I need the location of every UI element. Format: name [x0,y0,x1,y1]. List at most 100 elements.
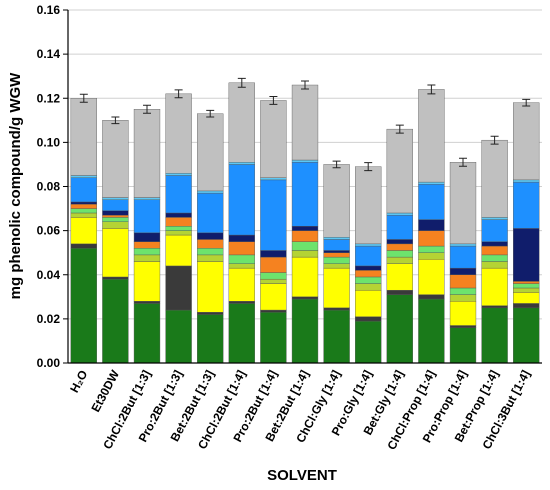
error-bar [364,162,373,172]
bar-segment [291,226,319,231]
bar-segment [291,159,319,163]
bar-segment [197,190,224,194]
bar-segment [165,309,192,364]
bar-segment [323,252,350,258]
error-bar [237,77,246,88]
bar-segment [102,197,129,200]
bar-segment [102,120,129,198]
bar-segment [449,294,477,302]
bar-segment [481,254,508,262]
bar-segment [513,307,540,364]
y-tick-label: 0.06 [37,224,61,238]
bar-segment [355,243,382,247]
y-tick-label: 0.14 [37,47,61,61]
y-tick-label: 0.08 [37,180,61,194]
bar-segment [386,263,413,291]
bar-segment [165,175,192,214]
bar-segment [133,241,161,249]
bar-segment [165,230,192,236]
bar-segment [197,232,224,240]
bar-segment [133,109,161,198]
bar-segment [197,248,224,256]
bar-segment [323,250,350,253]
bar-segment [355,270,382,278]
bar-segment [197,254,224,262]
bar-segment [70,177,97,203]
bar-segment [355,265,382,271]
bar-segment [70,248,97,364]
bar-segment [260,283,287,311]
bar-segment [481,245,508,256]
bar-segment [228,164,255,236]
bar-segment [513,228,540,282]
bar-segment [481,241,508,247]
bar-segment [481,219,508,242]
bar-segment [228,234,255,242]
bar-segment [133,301,161,304]
bar-segment [228,82,255,163]
bar-segment [481,307,508,364]
bar-segment [481,217,508,220]
bar-segment [449,245,477,269]
bar-segment [102,221,129,229]
bar-segment [291,241,319,251]
bar-segment [449,287,477,295]
bar-segment [228,263,255,269]
bar-segment [449,267,477,275]
bar-segment [418,298,445,364]
error-bar [490,135,499,145]
bar-segment [260,312,287,364]
bar-segment [102,214,129,218]
bar-segment [102,199,129,211]
bar-segment [133,261,161,302]
bar-segment [197,261,224,313]
bar-segment [386,289,413,295]
error-bar [79,93,88,103]
x-tick-label: Et30DW [88,367,122,414]
bar-segment [260,309,287,313]
bar-segment [70,98,97,176]
bar-segment [481,305,508,309]
bar-segment [418,252,445,260]
bar-segment [323,307,350,311]
bar-segment [102,210,129,216]
bar-segment [165,265,192,311]
error-bar [427,84,436,95]
bar-segment [228,162,255,165]
bar-segment [228,267,255,302]
bar-segment [260,100,287,178]
error-bar [522,98,531,107]
bar-segment [418,230,445,247]
bar-segment [355,245,382,267]
bar-segment [70,201,97,205]
error-bar [269,95,278,105]
x-axis-label: SOLVENT [267,467,337,484]
bar-segment [323,164,350,238]
error-bar [206,109,215,118]
bar-segment [418,89,445,183]
bar-segment [133,197,161,200]
bar-segment [197,312,224,315]
bar-segment [386,256,413,264]
bar-segment [386,239,413,245]
x-tick-label: H₂O [67,368,90,395]
bar-segment [449,327,477,364]
bar-segment [260,278,287,284]
bar-segment [133,232,161,242]
bar-segment [197,192,224,234]
bar-segment [513,281,540,284]
bar-segment [513,292,540,304]
bar-segment [228,241,255,256]
bar-segment [291,84,319,161]
bar-segment [513,102,540,181]
bar-segment [418,245,445,253]
error-bar [459,157,467,167]
bar-segment [165,217,192,227]
bar-segment [513,287,540,293]
bar-segment [386,294,413,364]
bar-segment [70,212,97,218]
error-bar [332,160,341,169]
bar-segment [260,250,287,258]
bar-segment [323,256,350,264]
bar-segment [323,267,350,309]
